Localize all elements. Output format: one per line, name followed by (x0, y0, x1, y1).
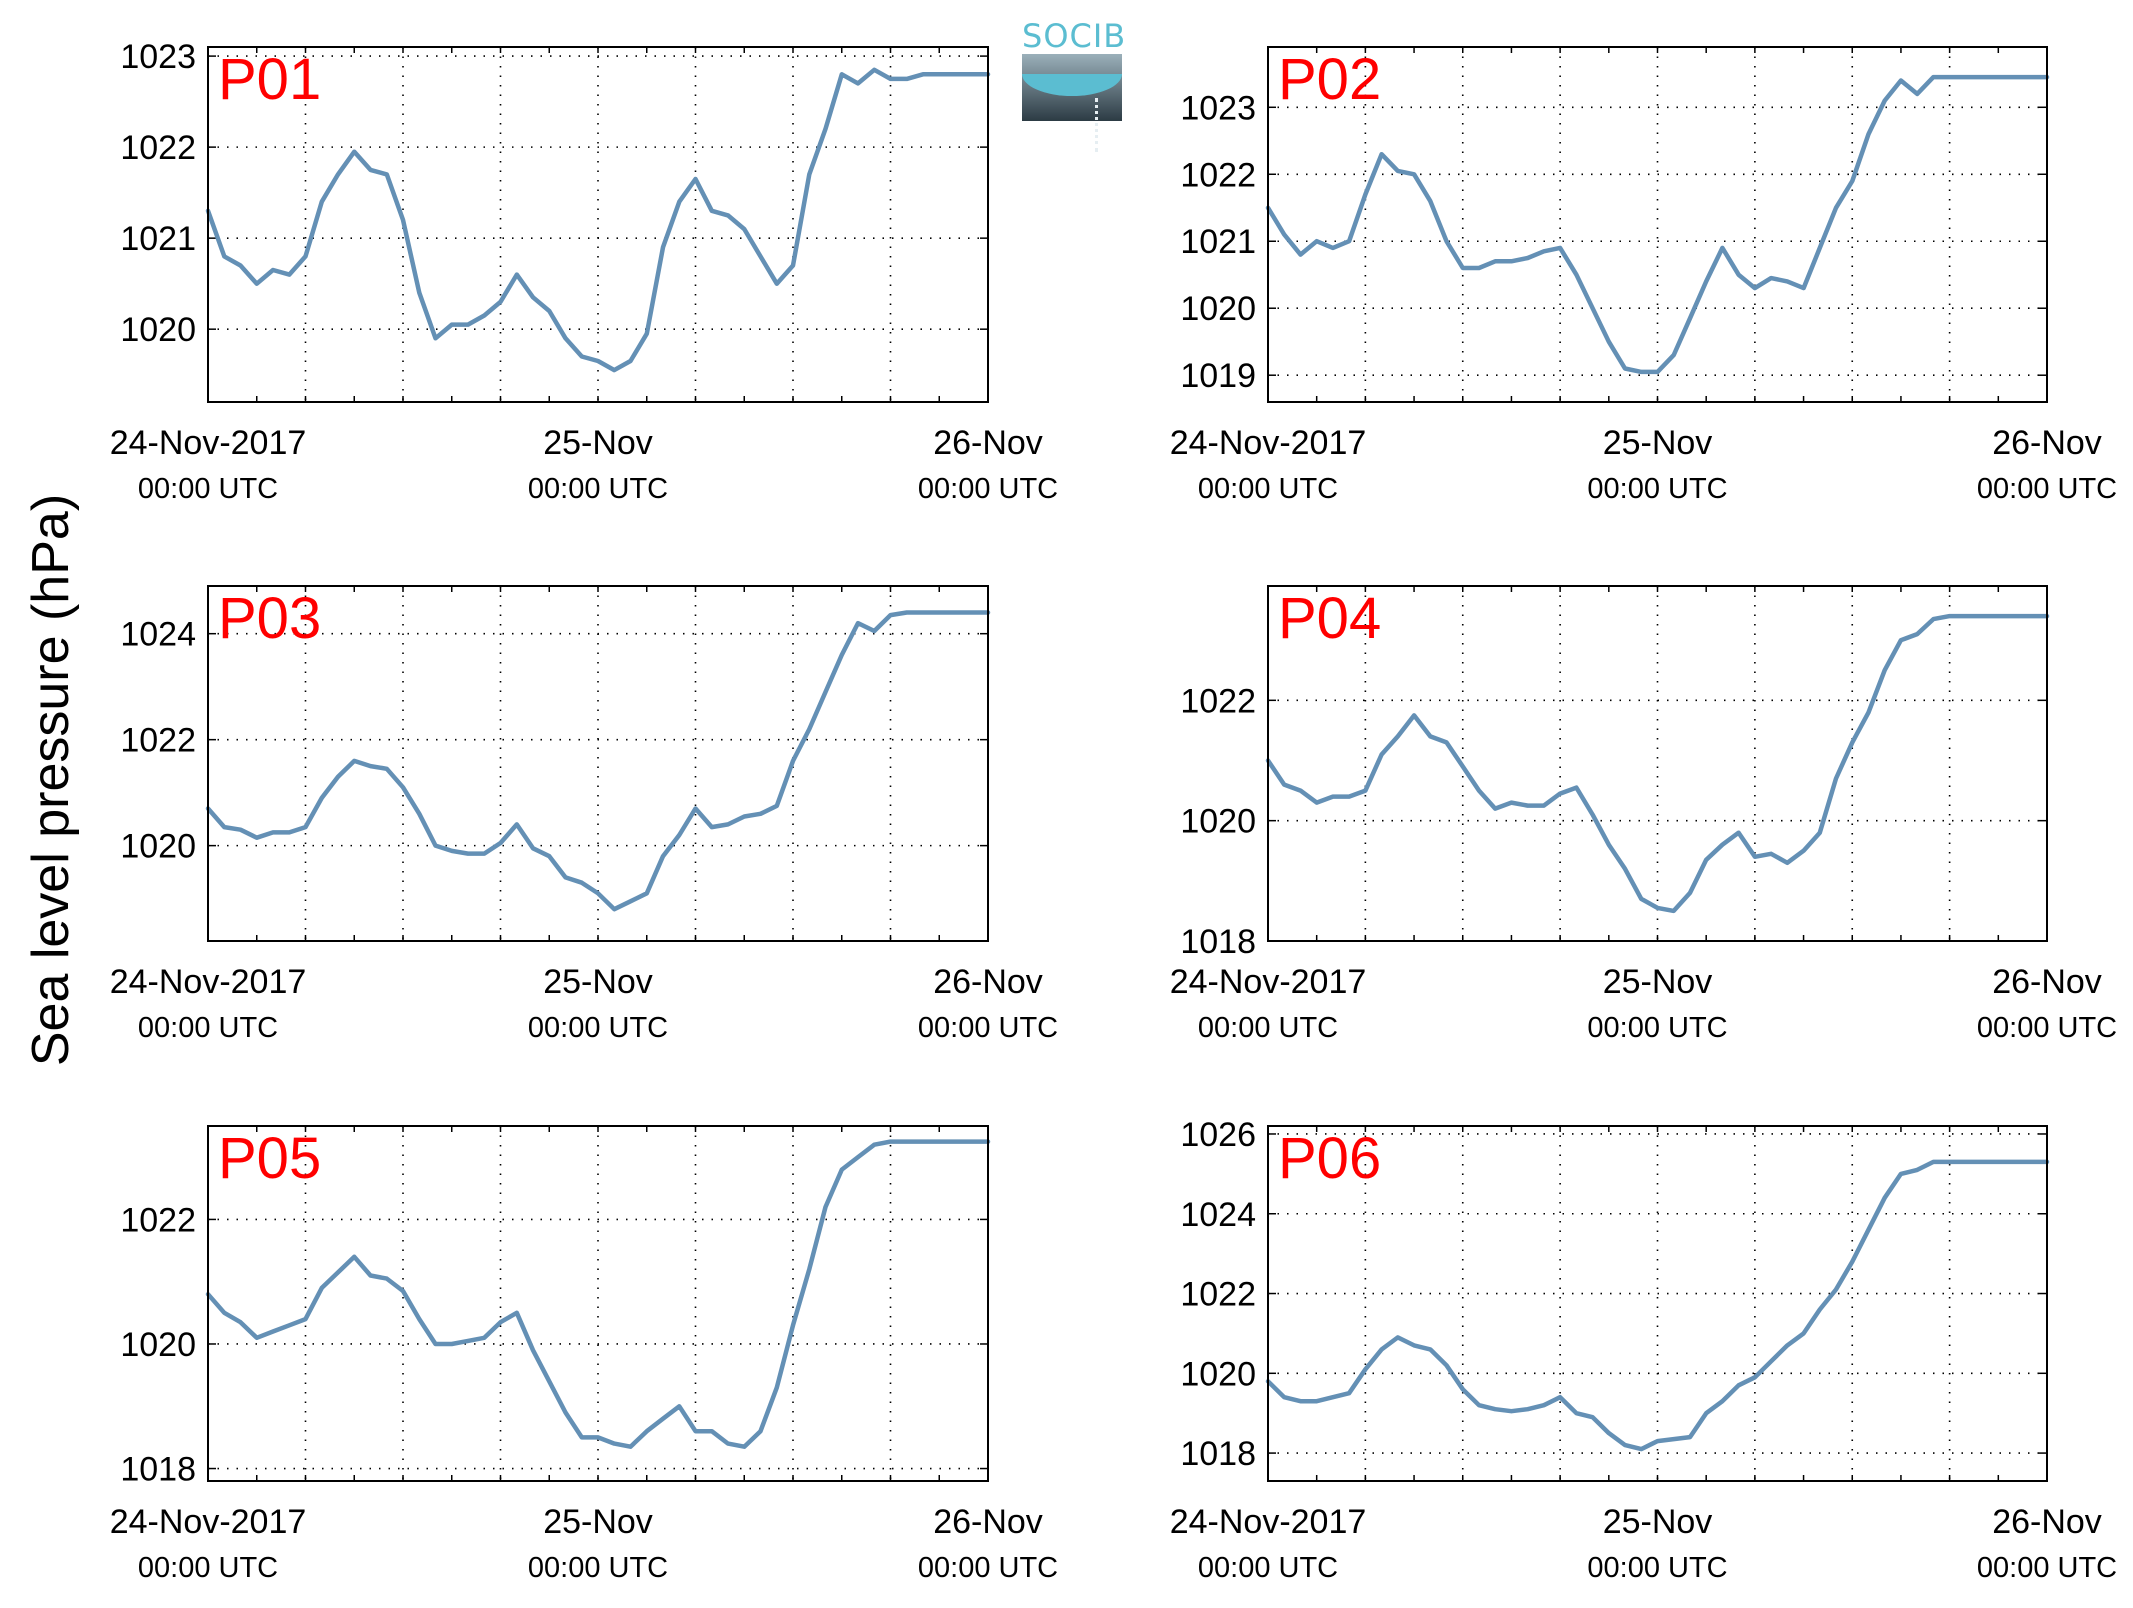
y-tick-label: 1018 (120, 1451, 196, 1489)
x-tick-label-date: 26-Nov (1992, 1503, 2102, 1541)
x-tick-label-date: 26-Nov (933, 424, 1043, 462)
series-line-p05 (205, 1139, 991, 1449)
series-line-p06 (1265, 1159, 2050, 1452)
series-line-p03 (205, 610, 991, 912)
plot-frame (207, 1125, 989, 1482)
panel-p05: 1018 1020 1022 24-Nov-2017 00:00 UTC 25-Nov 00… (110, 1125, 1058, 1584)
x-tick-label-time: 00:00 UTC (528, 473, 668, 505)
y-tick-label: 1022 (1180, 1276, 1256, 1314)
y-tick-label: 1023 (1180, 89, 1256, 127)
x-tick-label-time: 00:00 UTC (1587, 1012, 1727, 1044)
socib-logo: SOCIB (1022, 17, 1127, 152)
x-tick-label-time: 00:00 UTC (1198, 1012, 1338, 1044)
y-tick-label: 1022 (1180, 156, 1256, 194)
x-tick-label-date: 25-Nov (1603, 424, 1713, 462)
x-tick-label-date: 25-Nov (543, 424, 653, 462)
y-tick-label: 1019 (1180, 357, 1256, 395)
x-tick-label-time: 00:00 UTC (1587, 1552, 1727, 1584)
panel-label: P02 (1278, 47, 1381, 112)
y-tick-label: 1024 (1180, 1196, 1256, 1234)
plot-frame (1267, 585, 2048, 942)
panel-p01: 1020 1021 1022 1023 24-Nov-2017 00:00 UTC 25-N… (110, 38, 1058, 505)
y-tick-label: 1022 (1180, 682, 1256, 720)
x-tick-label-date: 24-Nov-2017 (1170, 963, 1367, 1001)
x-tick-label-date: 26-Nov (1992, 424, 2102, 462)
x-tick-label-date: 24-Nov-2017 (110, 1503, 307, 1541)
x-tick-label-time: 00:00 UTC (918, 1012, 1058, 1044)
logo-wave (1022, 74, 1122, 96)
x-tick-label-time: 00:00 UTC (1977, 1012, 2117, 1044)
x-tick-label-date: 26-Nov (933, 963, 1043, 1001)
x-tick-label-date: 26-Nov (1992, 963, 2102, 1001)
x-tick-label-time: 00:00 UTC (138, 473, 278, 505)
x-tick-label-time: 00:00 UTC (138, 1552, 278, 1584)
y-tick-label: 1020 (1180, 1355, 1256, 1393)
y-tick-label: 1018 (1180, 923, 1256, 961)
series-line-p04 (1265, 613, 2050, 914)
x-tick-label-time: 00:00 UTC (1977, 1552, 2117, 1584)
x-tick-label-time: 00:00 UTC (918, 473, 1058, 505)
x-tick-label-date: 24-Nov-2017 (1170, 1503, 1367, 1541)
x-tick-label-time: 00:00 UTC (1198, 473, 1338, 505)
plot-frame (207, 46, 989, 403)
x-tick-label-date: 24-Nov-2017 (1170, 424, 1367, 462)
y-tick-label: 1022 (120, 129, 196, 167)
x-tick-label-time: 00:00 UTC (528, 1552, 668, 1584)
x-tick-label-time: 00:00 UTC (138, 1012, 278, 1044)
panels: 1020 1021 1022 1023 24-Nov-2017 00:00 UTC 25-N… (110, 38, 2117, 1584)
y-tick-label: 1021 (1180, 223, 1256, 261)
series-line-p02 (1265, 74, 2050, 375)
x-tick-label-time: 00:00 UTC (528, 1012, 668, 1044)
y-tick-label: 1020 (120, 311, 196, 349)
x-tick-label-time: 00:00 UTC (1587, 473, 1727, 505)
x-tick-label-date: 26-Nov (933, 1503, 1043, 1541)
panel-label: P03 (218, 586, 321, 651)
panel-p03: 1020 1022 1024 24-Nov-2017 00:00 UTC 25-Nov 00… (110, 585, 1058, 1044)
panel-label: P04 (1278, 586, 1381, 651)
y-tick-label: 1024 (120, 616, 196, 654)
y-tick-label: 1020 (120, 828, 196, 866)
plot-frame (1267, 46, 2048, 403)
logo-block (1022, 54, 1122, 152)
plot-frame (1267, 1125, 2048, 1482)
x-tick-label-date: 25-Nov (1603, 963, 1713, 1001)
panel-label: P05 (218, 1126, 321, 1191)
x-tick-label-date: 25-Nov (543, 1503, 653, 1541)
series-line-p01 (205, 67, 991, 373)
x-tick-label-date: 25-Nov (1603, 1503, 1713, 1541)
x-tick-label-date: 24-Nov-2017 (110, 424, 307, 462)
panel-p06: 1018 1020 1022 1024 1026 24-Nov-2017 00:00 UTC… (1170, 1116, 2117, 1584)
y-tick-label: 1020 (1180, 290, 1256, 328)
panel-p04: 1018 1020 1022 24-Nov-2017 00:00 UTC 25-Nov 00… (1170, 585, 2117, 1044)
x-tick-label-date: 24-Nov-2017 (110, 963, 307, 1001)
logo-text: SOCIB (1022, 17, 1127, 55)
y-tick-label: 1023 (120, 38, 196, 76)
y-tick-label: 1022 (120, 722, 196, 760)
plot-frame (207, 585, 989, 942)
x-tick-label-date: 25-Nov (543, 963, 653, 1001)
panel-p02: 1019 1020 1021 1022 1023 24-Nov-2017 00:00 UTC… (1170, 46, 2117, 505)
logo-dots (1095, 98, 1098, 152)
x-tick-label-time: 00:00 UTC (918, 1552, 1058, 1584)
panel-label: P06 (1278, 1126, 1381, 1191)
y-tick-label: 1020 (120, 1326, 196, 1364)
x-tick-label-time: 00:00 UTC (1198, 1552, 1338, 1584)
panel-label: P01 (218, 47, 321, 112)
y-tick-label: 1021 (120, 220, 196, 258)
y-tick-label: 1020 (1180, 803, 1256, 841)
y-tick-label: 1022 (120, 1201, 196, 1239)
y-tick-label: 1026 (1180, 1116, 1256, 1154)
x-tick-label-time: 00:00 UTC (1977, 473, 2117, 505)
y-axis-label: Sea level pressure (hPa) (22, 494, 80, 1066)
y-tick-label: 1018 (1180, 1435, 1256, 1473)
